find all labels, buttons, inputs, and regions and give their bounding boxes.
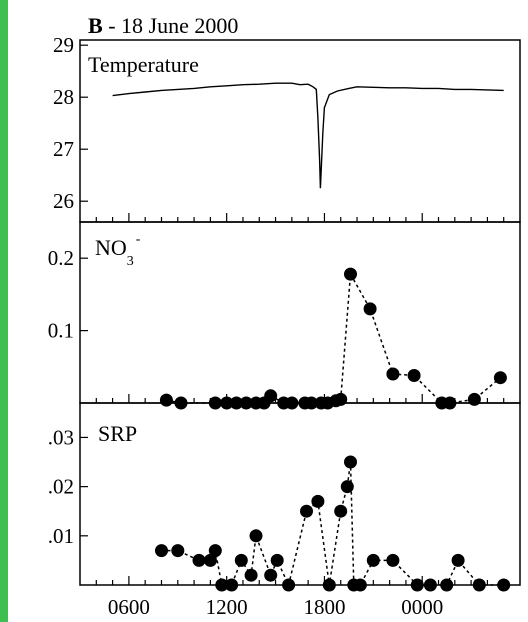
panel-1-y-tick-label: 0.2 bbox=[48, 246, 74, 270]
panel-0-y-tick-label: 28 bbox=[53, 85, 74, 109]
panel-2-point bbox=[322, 578, 336, 592]
panel-2-point bbox=[366, 553, 380, 567]
title-panel-letter: B bbox=[88, 13, 103, 38]
panel-0-y-tick-label: 26 bbox=[53, 189, 74, 213]
panel-2-point bbox=[234, 553, 248, 567]
panel-2-point bbox=[423, 578, 437, 592]
chart-marks: 26 27 28 29 0.1 0.2 .01 .02 .03 0600 1200 1800 0000 bbox=[48, 33, 521, 619]
x-tick-label: 0600 bbox=[108, 595, 150, 619]
panel-2-point bbox=[497, 578, 511, 592]
panel-1-point bbox=[159, 393, 173, 407]
panel-2-point bbox=[192, 553, 206, 567]
panel-1-point bbox=[467, 392, 481, 406]
x-tick-label: 1800 bbox=[303, 595, 345, 619]
panel-2-point bbox=[155, 544, 168, 558]
panel-1-point bbox=[334, 392, 348, 406]
panel-label-srp: SRP bbox=[98, 421, 137, 446]
nitrate-label-main: NO bbox=[95, 235, 127, 260]
panel-1-y-tick-label: 0.1 bbox=[48, 319, 74, 343]
panel-2-point bbox=[282, 578, 296, 592]
panel-1-frame bbox=[79, 221, 521, 404]
panel-2-point bbox=[203, 553, 217, 567]
panel-1-point bbox=[264, 389, 278, 403]
x-tick-label: 0000 bbox=[401, 595, 443, 619]
panel-1-point bbox=[220, 396, 234, 410]
panel-2-y-tick-label: .01 bbox=[48, 524, 74, 548]
panel-1-connector bbox=[166, 271, 501, 404]
panel-1-point bbox=[208, 396, 222, 410]
panel-2-point bbox=[249, 529, 263, 543]
panel-label-nitrate: NO3- bbox=[95, 232, 141, 269]
panel-2-point bbox=[340, 480, 354, 494]
panel-1-point bbox=[229, 396, 243, 410]
panel-2-point bbox=[270, 553, 284, 567]
panel-1-point bbox=[304, 396, 318, 410]
panel-2-point bbox=[451, 553, 465, 567]
panel-2-connector bbox=[161, 461, 504, 588]
panel-2-point bbox=[225, 578, 239, 592]
title-date: - 18 June 2000 bbox=[103, 13, 239, 38]
panel-1-point bbox=[344, 267, 357, 281]
panel-2-point bbox=[215, 578, 229, 592]
panel-1-point bbox=[174, 396, 188, 410]
panel-1-point bbox=[239, 396, 253, 410]
panel-2-point bbox=[353, 578, 367, 592]
panel-label-temperature: Temperature bbox=[88, 52, 199, 77]
panel-2-point bbox=[344, 455, 357, 469]
panel-1-point bbox=[363, 302, 377, 316]
panel-2-point bbox=[300, 504, 313, 518]
panel-2-point bbox=[410, 578, 424, 592]
figure-svg: B - 18 June 2000 Temperature NO3- SRP 26… bbox=[48, 13, 521, 619]
panel-1-point bbox=[285, 396, 299, 410]
panel-1-point bbox=[407, 369, 421, 382]
panel-2-point bbox=[311, 494, 325, 508]
panel-2-point bbox=[208, 544, 222, 558]
panel-1-point bbox=[493, 371, 507, 385]
panel-2-point bbox=[171, 544, 185, 558]
x-tick-label: 1200 bbox=[206, 595, 248, 619]
panel-0-y-tick-label: 27 bbox=[53, 137, 74, 161]
panel-2-point bbox=[244, 568, 258, 582]
panel-2-point bbox=[334, 504, 348, 518]
panel-1-point bbox=[443, 396, 457, 410]
panel-2-point bbox=[440, 578, 454, 592]
figure-canvas: B - 18 June 2000 Temperature NO3- SRP 26… bbox=[8, 0, 528, 622]
nitrate-label-sup: - bbox=[136, 232, 141, 247]
panel-0-y-tick-label: 29 bbox=[53, 33, 74, 57]
figure-title: B - 18 June 2000 bbox=[88, 13, 238, 38]
panel-2-point bbox=[386, 553, 400, 567]
nitrate-label-sub: 3 bbox=[127, 254, 134, 269]
panel-2-y-tick-label: .03 bbox=[48, 425, 74, 449]
temperature-line bbox=[112, 82, 504, 189]
panel-1-point bbox=[386, 367, 400, 381]
panel-2-point bbox=[472, 578, 486, 592]
panel-2-point bbox=[264, 568, 278, 582]
panel-2-y-tick-label: .02 bbox=[48, 475, 74, 499]
